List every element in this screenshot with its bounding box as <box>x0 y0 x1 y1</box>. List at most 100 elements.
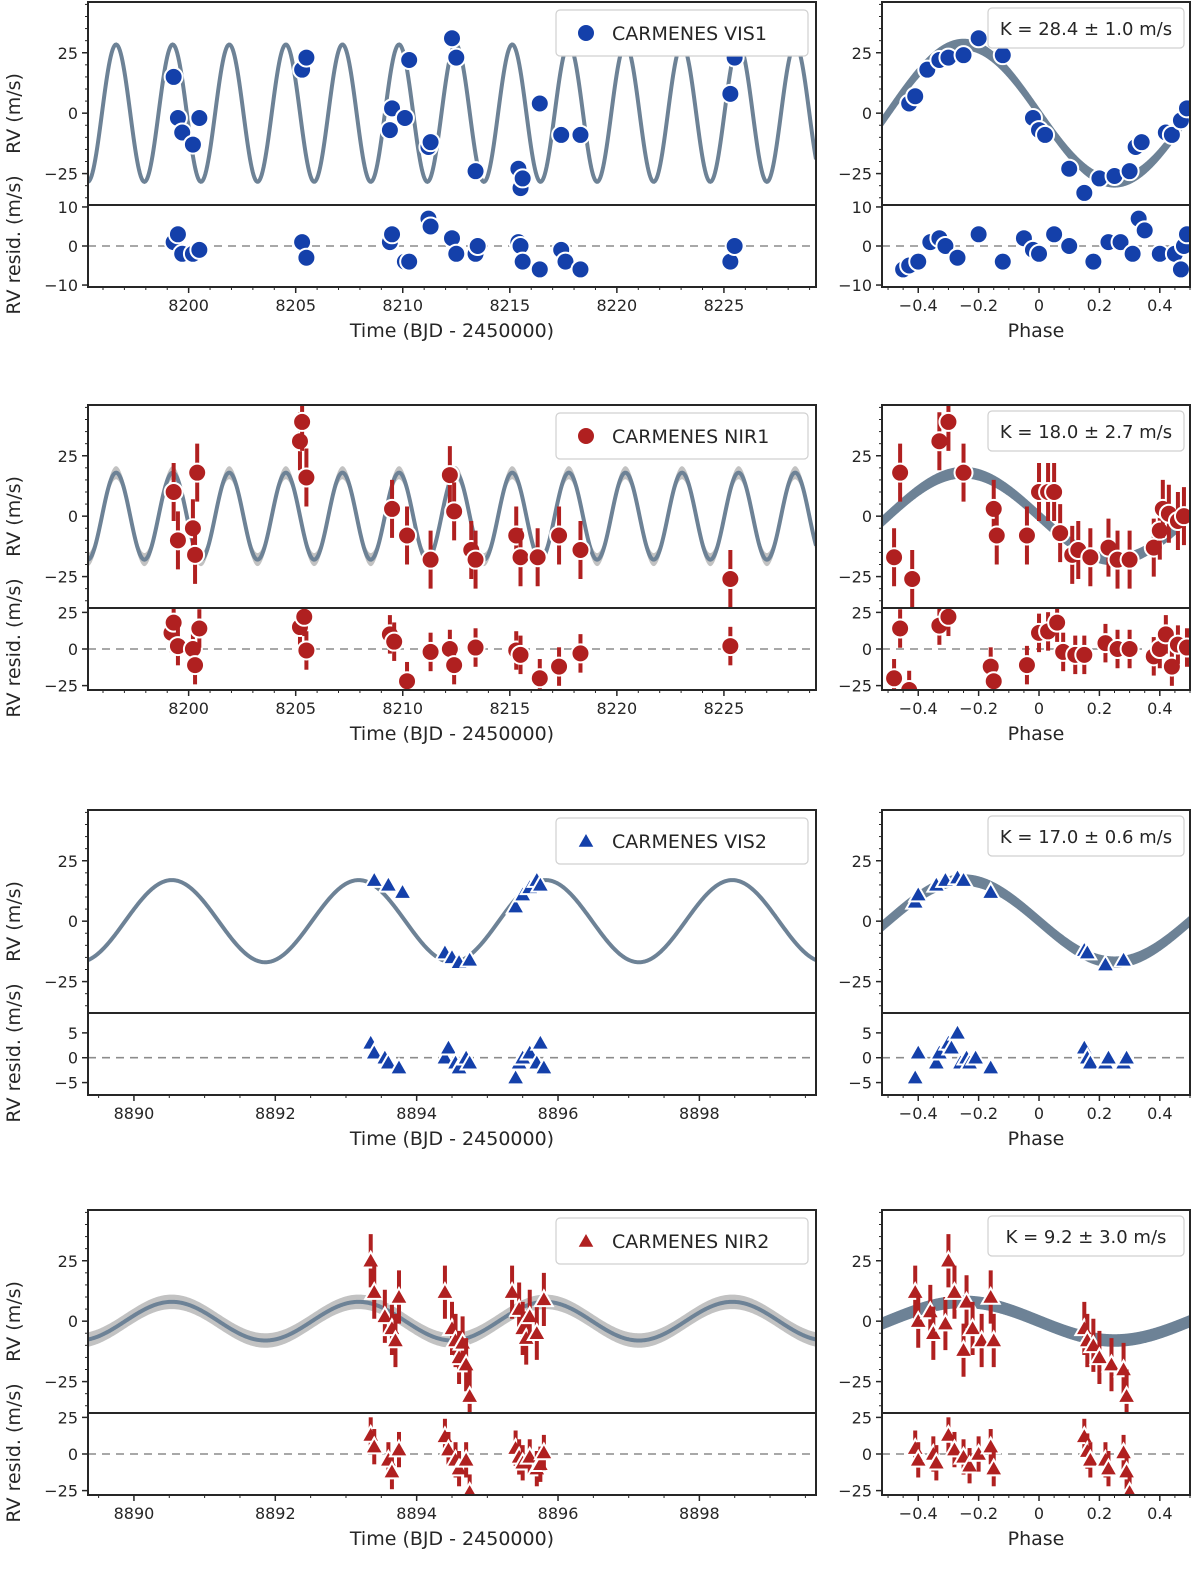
data-point <box>1059 158 1080 179</box>
rv-plot-area <box>88 869 816 970</box>
data-point <box>529 1031 552 1051</box>
data-point <box>442 28 462 49</box>
rv-plot-area <box>882 405 1190 608</box>
data-point <box>289 431 310 452</box>
data-point <box>394 108 415 128</box>
data-point <box>377 1051 400 1071</box>
model-band <box>88 1294 816 1348</box>
data-point <box>397 525 418 546</box>
data-point <box>434 1046 456 1066</box>
data-point <box>890 462 911 483</box>
y-tick-label: 0 <box>68 237 78 256</box>
data-point <box>465 637 486 658</box>
data-point <box>983 671 1004 690</box>
x-tick-label: 8220 <box>597 296 638 315</box>
data-point <box>884 668 905 689</box>
data-point <box>1076 941 1099 961</box>
data-point <box>570 540 591 560</box>
y-tick-label: 0 <box>68 1445 78 1464</box>
data-point <box>296 47 317 68</box>
y-tick-label: −25 <box>838 1373 872 1392</box>
data-point <box>529 873 552 893</box>
data-point <box>420 216 441 237</box>
x-tick-label: 0 <box>1034 1104 1044 1123</box>
data-point <box>908 251 929 272</box>
time-panel-3: −25 0 25 −5 0 5 8890 8892 8894 8896 8898 Time (BJD … <box>3 809 817 1150</box>
k-label-box <box>987 1215 1185 1257</box>
data-point <box>983 498 1004 519</box>
k-label-box <box>987 815 1185 857</box>
y-tick-label: −25 <box>44 568 78 587</box>
resid-plot-area <box>88 1417 816 1495</box>
data-point <box>458 1051 481 1071</box>
x-tick-label: 8896 <box>538 1504 579 1523</box>
y-tick-label: 0 <box>862 104 872 123</box>
data-point <box>964 1046 987 1066</box>
data-point <box>526 1322 548 1341</box>
data-point <box>938 411 959 432</box>
data-point <box>458 948 481 968</box>
model-band <box>882 466 1190 566</box>
data-point <box>1044 224 1065 245</box>
data-point <box>461 1481 478 1495</box>
x-tick-label: 0.4 <box>1147 699 1172 718</box>
data-point <box>1131 132 1152 153</box>
data-point <box>1059 236 1080 256</box>
resid-frame <box>87 1012 817 1096</box>
y-tick-label: 0 <box>862 1312 872 1331</box>
y-tick-label: −10 <box>44 276 78 295</box>
rv-plot-area <box>88 28 816 199</box>
y-tick-label: 0 <box>862 1445 872 1464</box>
x-tick-label: 8215 <box>489 296 530 315</box>
data-point <box>363 1281 385 1300</box>
x-tick-label: 8898 <box>679 1104 720 1123</box>
x-tick-label: 8225 <box>704 296 745 315</box>
x-tick-label: 8210 <box>382 296 423 315</box>
data-point <box>907 1310 929 1329</box>
data-point <box>189 239 210 260</box>
x-tick-label: 0.2 <box>1087 1104 1112 1123</box>
data-point <box>296 640 317 661</box>
y-tick-label: −25 <box>44 677 78 696</box>
data-point <box>399 251 420 272</box>
rv-plot-area <box>88 405 816 608</box>
data-point <box>504 895 527 915</box>
data-point <box>529 93 550 114</box>
phase-xlabel: Phase <box>1008 320 1065 342</box>
data-point <box>992 45 1013 66</box>
data-point <box>294 608 315 627</box>
x-tick-label: 0.4 <box>1147 1504 1172 1523</box>
phase-xlabel: Phase <box>1008 1128 1065 1150</box>
data-point <box>189 618 210 639</box>
x-tick-label: 8892 <box>255 1104 296 1123</box>
rv-ylabel: RV (m/s) <box>3 73 25 154</box>
data-point <box>437 1036 460 1056</box>
y-tick-label: 0 <box>68 104 78 123</box>
data-point <box>1080 547 1101 568</box>
data-point <box>359 1249 382 1269</box>
x-tick-label: 8200 <box>168 699 209 718</box>
data-point <box>388 1285 410 1305</box>
data-point <box>1073 1425 1096 1445</box>
resid-frame <box>87 607 817 691</box>
data-point <box>1119 161 1140 182</box>
data-point <box>890 618 911 639</box>
rv-plot-area <box>882 866 1190 973</box>
y-tick-label: −25 <box>838 568 872 587</box>
data-point <box>953 45 974 66</box>
data-point <box>510 644 531 665</box>
data-point <box>1112 948 1135 968</box>
x-tick-label: 0.2 <box>1087 699 1112 718</box>
data-point <box>979 1285 1002 1305</box>
resid-ylabel: RV resid. (m/s) <box>3 175 25 314</box>
data-point <box>382 498 403 519</box>
data-point <box>512 168 533 189</box>
y-tick-label: −25 <box>838 973 872 992</box>
data-point <box>388 1438 410 1458</box>
data-point <box>163 66 184 87</box>
x-tick-label: 8896 <box>538 1104 579 1123</box>
data-point <box>570 259 591 280</box>
y-tick-label: −25 <box>838 165 872 184</box>
y-tick-label: 0 <box>862 237 872 256</box>
